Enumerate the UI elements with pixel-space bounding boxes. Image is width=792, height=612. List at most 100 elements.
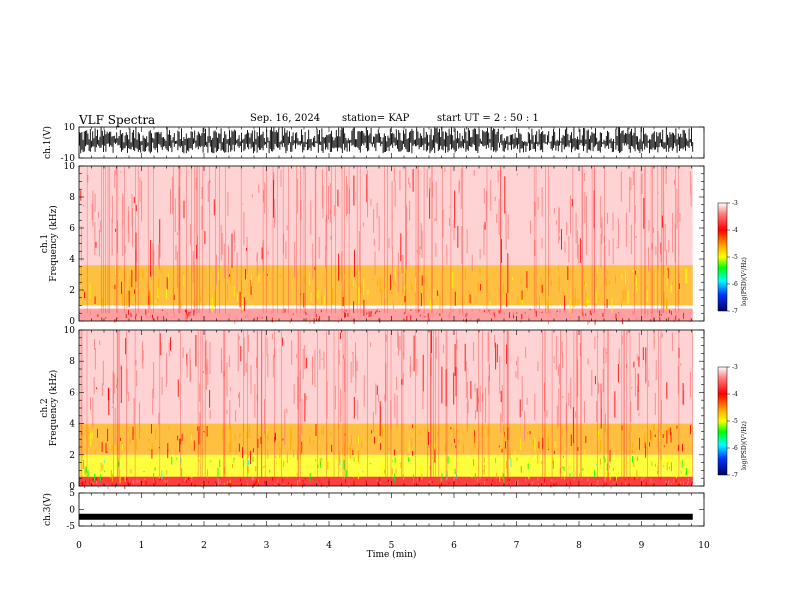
spectrogram-streak (487, 332, 489, 362)
spectrogram-streak (128, 211, 130, 243)
spectrogram-streak (229, 480, 231, 482)
spectrogram-streak (464, 343, 466, 372)
spectrogram-streak (176, 251, 178, 288)
x-tick-label: 8 (576, 541, 582, 551)
spectrogram-streak (348, 482, 350, 485)
spectrogram-streak (339, 332, 341, 339)
spectrogram-streak (282, 478, 284, 482)
spectrogram-streak (553, 450, 555, 454)
spectrogram-streak (241, 294, 243, 311)
spectrogram-streak (148, 283, 150, 296)
spectrogram-streak (399, 336, 401, 351)
spectrogram-streak (292, 313, 294, 315)
spectrogram-streak (633, 361, 635, 368)
spectrogram-streak (367, 289, 369, 295)
spectrogram-streak (370, 463, 372, 465)
spectrogram-streak (556, 220, 557, 225)
spectrogram-streak (514, 450, 516, 458)
spectrogram-streak (479, 267, 481, 274)
spectrogram-streak (607, 212, 608, 224)
spectrogram-streak (144, 478, 146, 480)
spectrogram-streak (353, 469, 355, 478)
spectrogram-streak (101, 441, 103, 452)
spectrogram-streak (537, 477, 539, 481)
spectrogram-streak (643, 483, 645, 485)
spectrogram-streak (534, 201, 536, 217)
spectrogram-streak (129, 482, 131, 486)
spectrogram-streak (494, 482, 496, 484)
spectrogram-streak (385, 362, 387, 401)
spectrogram-streak (251, 476, 253, 481)
spectrogram-streak (304, 393, 306, 422)
spectrogram-streak (362, 222, 364, 227)
spectrogram-streak (444, 445, 446, 454)
spectrogram-streak (370, 198, 372, 207)
spectrogram-streak (336, 455, 338, 459)
spectrogram-streak (363, 278, 365, 296)
ch1-waveform-trace (79, 127, 694, 154)
spectrogram-streak (459, 181, 460, 192)
spectrogram-streak (380, 406, 382, 423)
spectrogram-streak (233, 287, 235, 297)
spectrogram-streak (410, 473, 412, 475)
spectrogram-streak (553, 356, 555, 363)
spectrogram-streak (374, 251, 376, 276)
spectrogram-streak (318, 351, 320, 353)
spectrogram-streak (254, 481, 256, 485)
spectrogram-streak (271, 333, 273, 340)
spectrogram-streak (486, 479, 488, 481)
colorbar (717, 202, 728, 312)
spectrogram-streak (627, 290, 629, 305)
spectrogram-streak (143, 471, 145, 473)
spectrogram-streak (429, 177, 431, 192)
spectrogram-streak (457, 481, 459, 484)
spectrogram-streak (298, 434, 300, 444)
spectrogram-streak (484, 481, 485, 485)
spectrogram-streak (585, 283, 587, 287)
spectrogram-streak (307, 463, 309, 471)
spectrogram-streak (634, 368, 636, 397)
spectrogram-streak (153, 477, 155, 482)
spectrogram-streak (630, 224, 632, 255)
spectrogram-streak (421, 230, 423, 258)
spectrogram-streak (273, 180, 274, 218)
spectrogram-streak (339, 450, 341, 463)
spectrogram-streak (219, 480, 221, 484)
spectrogram-streak (139, 402, 140, 439)
spectrogram-streak (223, 482, 225, 486)
spectrogram-streak (119, 437, 121, 441)
spectrogram-streak (126, 477, 128, 480)
spectrogram-streak (290, 433, 292, 441)
spectrogram-streak (520, 438, 522, 450)
spectrogram-streak (474, 383, 476, 392)
spectrogram-streak (421, 275, 423, 286)
spectrogram-streak (407, 457, 409, 462)
spectrogram-streak (585, 293, 587, 307)
spectrogram-streak (305, 318, 307, 321)
spectrogram-streak (557, 282, 559, 284)
spectrogram-streak (393, 280, 395, 287)
spectrogram-streak (321, 358, 323, 360)
spectrogram-streak (351, 319, 353, 322)
spectrogram-streak (197, 426, 199, 431)
spectrogram-streak (598, 298, 600, 302)
spectrogram-streak (230, 483, 232, 488)
spectrogram-streak (222, 427, 224, 440)
spectrogram-streak (325, 246, 326, 269)
spectrogram-streak (391, 213, 393, 250)
spectrogram-streak (150, 296, 151, 304)
spectrogram-streak (351, 315, 353, 320)
spectrogram-streak (434, 218, 436, 222)
spectrogram-streak (230, 269, 232, 284)
spectrogram-streak (252, 484, 254, 489)
spectrogram-streak (505, 441, 506, 449)
spectrogram-streak (373, 209, 375, 233)
spectrogram-streak (582, 312, 584, 317)
spectrogram-streak (170, 337, 171, 351)
spectrogram-streak (441, 473, 443, 481)
spectrogram-streak (477, 281, 479, 293)
spectrogram-streak (145, 309, 147, 315)
y-axis-label: ch.1(V) (42, 126, 53, 159)
spectrogram-streak (266, 337, 268, 356)
spectrogram-streak (494, 196, 496, 201)
